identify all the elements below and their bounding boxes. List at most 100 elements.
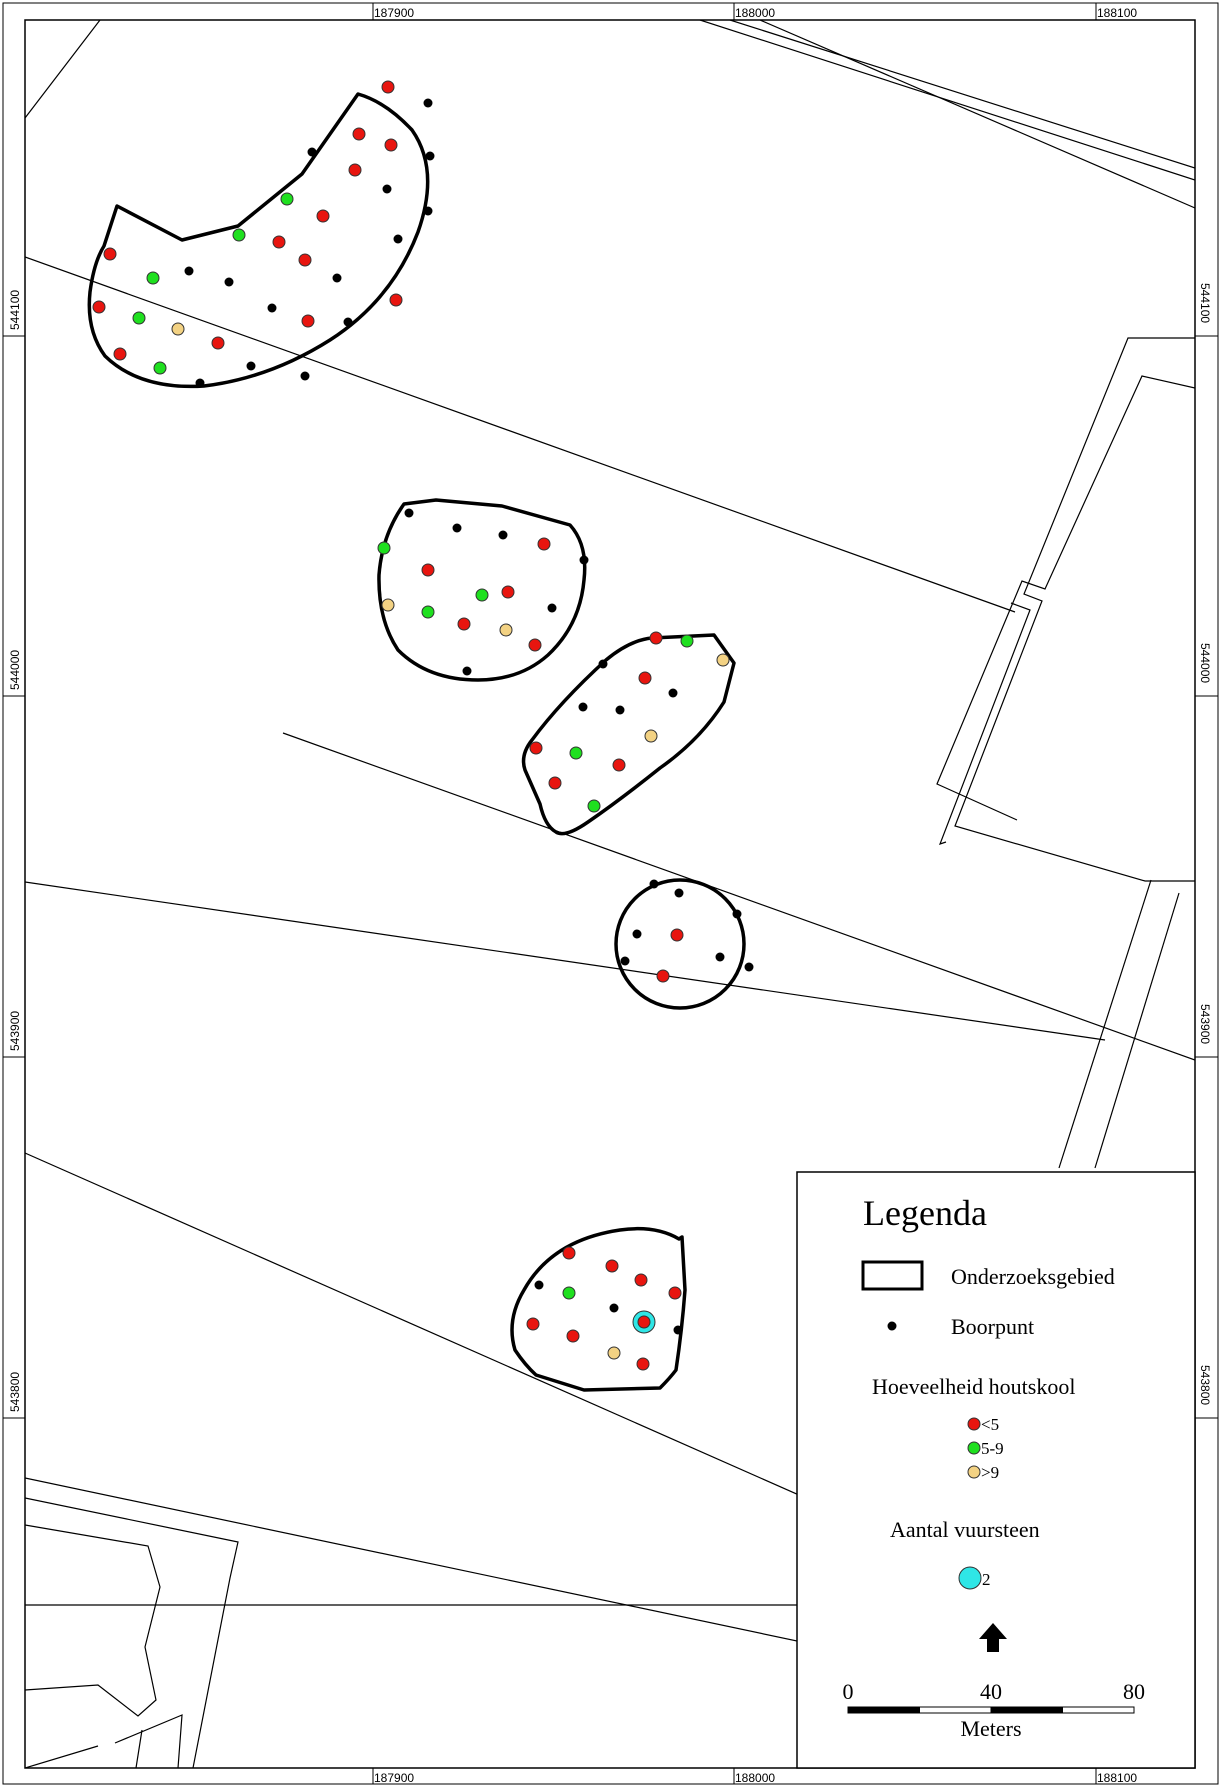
boorpunt-point: [674, 888, 684, 898]
charcoal-point-lt5: [612, 758, 626, 772]
parcel-line: [25, 881, 1106, 1041]
frame-tick-labels: 187900 188000 188100 187900 188000 18810…: [8, 6, 1212, 1785]
boorpunt-point: [744, 962, 754, 972]
parcel-lines: [25, 20, 1195, 1768]
charcoal-point-lt5: [92, 300, 106, 314]
parcel-line: [25, 20, 101, 119]
charcoal-point-5-9: [562, 1286, 576, 1300]
x-tick-top-2: 188000: [735, 6, 775, 20]
parcel-line: [699, 20, 1195, 181]
charcoal-point-lt5: [548, 776, 562, 790]
parcel-line: [954, 337, 1195, 882]
y-tick-left-3: 543900: [8, 1011, 22, 1051]
scale-bar: [847, 1706, 1135, 1714]
charcoal-point-5-9: [421, 605, 435, 619]
boorpunt-point: [498, 530, 508, 540]
legend-class-lt5-symbol: [967, 1417, 981, 1431]
charcoal-point-lt5: [384, 138, 398, 152]
boorpunt-point: [715, 952, 725, 962]
charcoal-point-lt5: [529, 741, 543, 755]
charcoal-point-lt5: [636, 1357, 650, 1371]
boorpunt-point: [598, 659, 608, 669]
scale-unit: Meters: [960, 1716, 1021, 1741]
legend-charcoal-heading: Hoeveelheid houtskool: [872, 1374, 1075, 1399]
study-area-2: [377, 498, 587, 682]
study-area-5: [510, 1226, 687, 1392]
y-tick-right-3: 543900: [1198, 1004, 1212, 1044]
charcoal-point-5-9: [377, 541, 391, 555]
boorpunt-point: [668, 688, 678, 698]
charcoal-point-lt5: [272, 235, 286, 249]
x-tick-bottom-3: 188100: [1097, 1771, 1137, 1785]
charcoal-point-lt5: [501, 585, 515, 599]
boorpunt-point: [343, 317, 353, 327]
legend-study-area-label: Onderzoeksgebied: [951, 1264, 1115, 1289]
boorpunt-point: [462, 666, 472, 676]
x-tick-top-3: 188100: [1097, 6, 1137, 20]
legend: Legenda Onderzoeksgebied Boorpunt Hoevee…: [796, 1171, 1196, 1769]
x-tick-bottom-2: 188000: [735, 1771, 775, 1785]
y-tick-right-2: 544000: [1198, 643, 1212, 683]
y-tick-left-2: 544000: [8, 650, 22, 690]
boorpunt-point: [184, 266, 194, 276]
parcel-line: [759, 20, 1195, 209]
y-tick-left-1: 544100: [8, 290, 22, 330]
charcoal-point-lt5: [637, 1315, 651, 1329]
charcoal-point-lt5: [562, 1246, 576, 1260]
x-tick-top-1: 187900: [374, 6, 414, 20]
charcoal-point-lt5: [113, 347, 127, 361]
parcel-line: [25, 256, 1016, 613]
boorpunt-point: [393, 234, 403, 244]
charcoal-point-5-9: [280, 192, 294, 206]
charcoal-point-5-9: [232, 228, 246, 242]
legend-class-lt5-label: <5: [981, 1415, 999, 1434]
charcoal-point-lt5: [389, 293, 403, 307]
boorpunt-point: [534, 1280, 544, 1290]
charcoal-point-lt5: [211, 336, 225, 350]
boorpunt-point: [620, 956, 630, 966]
boorpunt-point: [579, 555, 589, 565]
legend-boorpunt-label: Boorpunt: [951, 1314, 1034, 1339]
north-arrow-icon: [979, 1623, 1007, 1652]
parcel-line: [1058, 879, 1152, 1169]
boorpunt-point: [615, 705, 625, 715]
boorpunt-point: [423, 206, 433, 216]
charcoal-point-gt9: [607, 1346, 621, 1360]
charcoal-points: [92, 80, 730, 1371]
charcoal-point-lt5: [566, 1329, 580, 1343]
charcoal-point-5-9: [146, 271, 160, 285]
boorpunt-point: [195, 378, 205, 388]
boorpunt-point: [609, 1303, 619, 1313]
legend-class-5-9-label: 5-9: [981, 1439, 1004, 1458]
charcoal-point-lt5: [381, 80, 395, 94]
legend-title: Legenda: [863, 1193, 987, 1233]
study-area-1: [87, 92, 430, 389]
charcoal-point-lt5: [316, 209, 330, 223]
charcoal-point-lt5: [605, 1259, 619, 1273]
legend-flint-heading: Aantal vuursteen: [890, 1517, 1040, 1542]
boorpunt-point: [732, 909, 742, 919]
parcel-line: [282, 732, 1195, 1061]
charcoal-point-lt5: [526, 1317, 540, 1331]
boorpunt-point: [404, 508, 414, 518]
boorpunt-point: [423, 98, 433, 108]
parcel-line: [729, 20, 1195, 169]
parcel-line: [1094, 892, 1180, 1169]
charcoal-point-lt5: [668, 1286, 682, 1300]
charcoal-point-lt5: [638, 671, 652, 685]
legend-boorpunt-symbol: [887, 1321, 897, 1331]
charcoal-point-5-9: [475, 588, 489, 602]
charcoal-point-5-9: [153, 361, 167, 375]
study-area-3: [521, 633, 736, 836]
boorpunt-point: [578, 702, 588, 712]
charcoal-point-gt9: [381, 598, 395, 612]
charcoal-point-5-9: [132, 311, 146, 325]
study-areas: [87, 92, 746, 1392]
parcel-line: [135, 1729, 143, 1768]
charcoal-point-lt5: [421, 563, 435, 577]
charcoal-point-gt9: [716, 653, 730, 667]
y-tick-left-4: 543800: [8, 1372, 22, 1412]
charcoal-point-5-9: [569, 746, 583, 760]
